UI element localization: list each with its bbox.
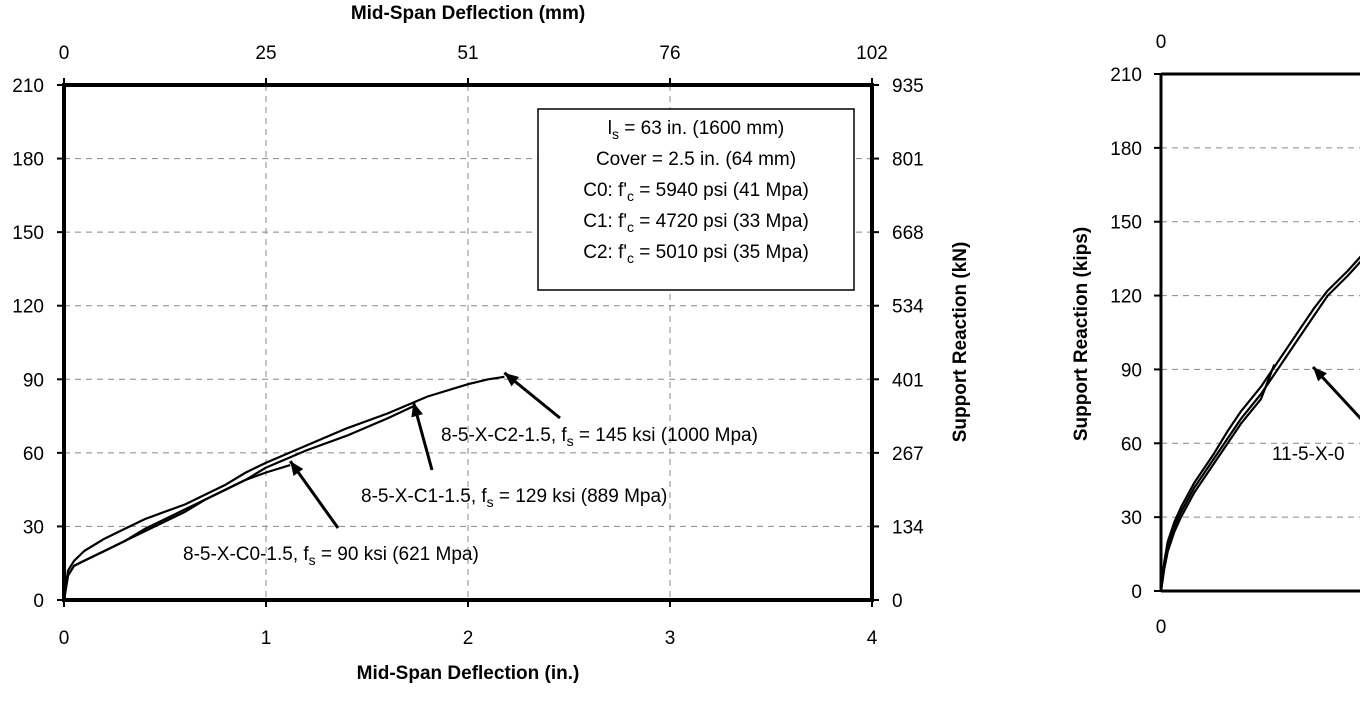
top-tick-label: 102 (856, 43, 888, 64)
y-tick-label: 120 (12, 297, 44, 318)
data-series (1159, 255, 1360, 592)
right-tick-label: 534 (892, 297, 924, 318)
series-label-2: 8-5-X-C2-1.5, fs = 145 ksi (1000 Mpa) (441, 425, 758, 449)
series-line-2 (1159, 364, 1276, 592)
series-line-2 (62, 375, 505, 601)
y-tick-label: 150 (12, 223, 44, 244)
series-arrow-1 (411, 401, 434, 471)
y-tick-label: 180 (12, 150, 44, 171)
y-tick-label: 90 (1121, 360, 1142, 381)
series-label: 11-5-X-0 (1272, 444, 1345, 465)
y-tick-label: 60 (1121, 434, 1142, 455)
y-tick-label: 30 (1121, 508, 1142, 529)
x-tick-label: 0 (1156, 617, 1167, 638)
right-tick-label: 935 (892, 76, 924, 97)
info-box-lines: ls = 63 in. (1600 mm) Cover = 2.5 in. (64… (583, 118, 809, 266)
right-tick-label: 668 (892, 223, 924, 244)
top-axis-title: Mid-Span Deflection (mm) (351, 3, 585, 24)
series-arrow-0 (289, 460, 340, 529)
series-line-1 (62, 405, 414, 601)
top-tick-label: 76 (659, 43, 680, 64)
series-line-0 (1159, 255, 1360, 592)
top-tick-label: 0 (1156, 32, 1167, 53)
series-line-0 (62, 464, 291, 601)
x-tick-label: 0 (59, 628, 70, 649)
top-tick-label: 0 (59, 43, 70, 64)
x-tick-label: 4 (867, 628, 878, 649)
right-tick-label: 267 (892, 444, 924, 465)
x-tick-label: 1 (261, 628, 272, 649)
y-tick-label: 120 (1110, 287, 1142, 308)
info-line: Cover = 2.5 in. (64 mm) (596, 149, 796, 170)
right-tick-label: 134 (892, 517, 924, 538)
y-axis-title: Support Reaction (kips) (1071, 227, 1092, 441)
series-arrow-2 (503, 371, 561, 420)
info-line: C1: f'c = 4720 psi (33 Mpa) (583, 211, 809, 235)
series-annotations: 11-5-X-0 (1272, 365, 1360, 465)
x-axis-title: Mid-Span Deflection (in.) (357, 663, 580, 684)
tick-labels: 0306090120150180210013426740153466880193… (12, 43, 924, 649)
y-tick-label: 90 (23, 370, 44, 391)
right-tick-label: 801 (892, 150, 924, 171)
series-arrow (1311, 365, 1360, 421)
tick-labels: 0306090120150180210020 (1110, 32, 1167, 638)
y-tick-label: 210 (12, 76, 44, 97)
top-tick-label: 51 (457, 43, 478, 64)
series-label-1: 8-5-X-C1-1.5, fs = 129 ksi (889 Mpa) (361, 486, 667, 510)
y-tick-label: 60 (23, 444, 44, 465)
y-tick-label: 0 (1131, 582, 1142, 603)
y-tick-label: 210 (1110, 65, 1142, 86)
series-annotations: 8-5-X-C0-1.5, fs = 90 ksi (621 Mpa) 8-5-X… (183, 371, 758, 568)
series-label-0: 8-5-X-C0-1.5, fs = 90 ksi (621 Mpa) (183, 544, 479, 568)
info-line: ls = 63 in. (1600 mm) (608, 118, 785, 142)
info-box: ls = 63 in. (1600 mm) Cover = 2.5 in. (64… (537, 108, 855, 291)
y-tick-label: 30 (23, 517, 44, 538)
x-tick-label: 2 (463, 628, 474, 649)
info-line: C2: f'c = 5010 psi (35 Mpa) (583, 242, 809, 266)
info-line: C0: f'c = 5940 psi (41 Mpa) (583, 180, 809, 204)
data-series (62, 375, 505, 601)
chart-right: 0306090120150180210020 Support Reaction … (1071, 32, 1360, 638)
y-tick-label: 180 (1110, 139, 1142, 160)
y-tick-label: 0 (33, 591, 44, 612)
top-tick-label: 25 (255, 43, 276, 64)
right-tick-label: 401 (892, 370, 924, 391)
right-axis-title: Support Reaction (kN) (950, 242, 971, 443)
info-box-frame (537, 108, 855, 291)
y-tick-label: 150 (1110, 213, 1142, 234)
right-tick-label: 0 (892, 591, 903, 612)
x-tick-label: 3 (665, 628, 676, 649)
chart-left: 0306090120150180210013426740153466880193… (12, 3, 971, 684)
series-line-1 (1159, 260, 1360, 592)
